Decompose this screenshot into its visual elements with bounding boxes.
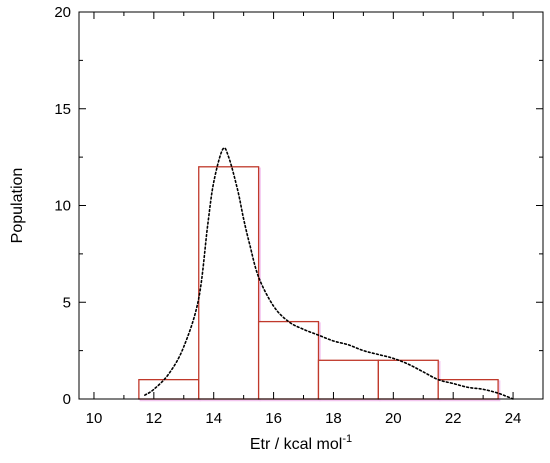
x-axis-title-main: Etr / kcal mol [250,436,342,453]
bars [138,166,501,402]
x-tick-label-24: 24 [505,410,522,427]
histogram-bar-4 [317,359,380,400]
x-axis-title-superscript: -1 [342,433,352,445]
y-tick-label-15: 15 [54,101,71,118]
x-tick-label-10: 10 [86,410,103,427]
histogram-bar-3 [257,320,320,400]
y-tick-label-10: 10 [54,198,71,215]
density-curve [144,147,514,400]
x-axis: 10 12 14 16 18 20 22 24 [86,12,522,427]
x-axis-title: Etr / kcal mol-1 [250,433,352,453]
x-tick-label-12: 12 [145,410,162,427]
x-tick-label-20: 20 [385,410,402,427]
histogram-bar-5 [377,359,439,400]
y-tick-label-20: 20 [54,4,71,21]
x-tick-label-14: 14 [205,410,222,427]
y-tick-label-5: 5 [63,294,71,311]
y-tick-label-0: 0 [63,391,71,408]
x-tick-label-22: 22 [445,410,462,427]
y-axis-title: Population [9,168,26,244]
x-tick-label-16: 16 [265,410,282,427]
y-axis: 0 5 10 15 20 [54,4,543,408]
histogram-bar-2 [198,166,260,400]
histogram-bar-1 [138,378,200,400]
density-curve-layer [144,147,514,400]
x-tick-label-18: 18 [325,410,342,427]
